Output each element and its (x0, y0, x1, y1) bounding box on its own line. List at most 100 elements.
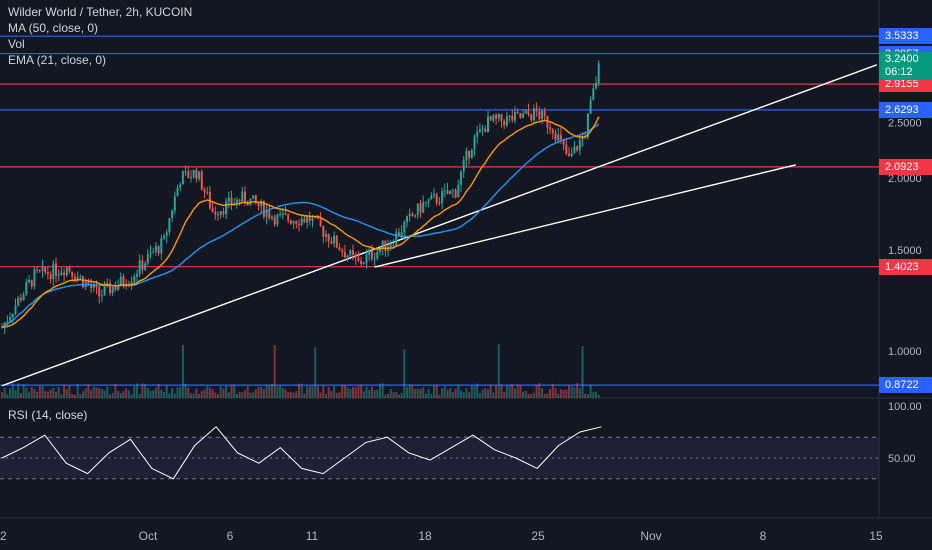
candle-body (484, 128, 487, 133)
volume-bar (478, 393, 481, 398)
volume-bar (554, 388, 557, 398)
candle-body (198, 171, 201, 179)
candle-body (325, 234, 327, 237)
candle-body (11, 313, 14, 318)
candle-body (52, 263, 55, 280)
candle-body (314, 216, 317, 218)
volume-bar (268, 385, 271, 398)
volume-bar (241, 392, 244, 398)
rsi-tick-label: 100.00 (888, 401, 922, 413)
ema-indicator-label[interactable]: EMA (21, close, 0) (8, 53, 107, 67)
volume-bar (522, 391, 525, 398)
volume-bar (384, 394, 387, 398)
volume-bar (165, 385, 168, 398)
volume-bar (136, 383, 138, 398)
candle-body (136, 274, 138, 277)
volume-bar (82, 391, 84, 398)
volume-bar (379, 383, 381, 398)
volume-bar (262, 388, 265, 398)
ema-line (1, 116, 600, 329)
candle-body (514, 111, 516, 121)
candle-body (408, 213, 411, 217)
date-tick-label: Oct (139, 529, 158, 543)
volume-bar (138, 393, 141, 398)
volume-bar (470, 385, 473, 398)
candle-body (541, 110, 543, 119)
volume-bar (130, 394, 133, 398)
volume-bar (187, 387, 190, 398)
candle-body (92, 284, 95, 288)
volume-bar (352, 386, 354, 398)
candle-body (403, 222, 406, 233)
volume-bar (109, 394, 111, 398)
volume-bar (595, 391, 597, 398)
volume-bar (578, 388, 581, 398)
candle-body (262, 201, 265, 218)
candle-body (389, 244, 392, 247)
volume-bar (392, 392, 395, 398)
candle-body (406, 216, 408, 223)
candle-body (354, 254, 357, 258)
volume-bar (257, 386, 260, 398)
volume-bar (503, 391, 506, 398)
candle-body (208, 191, 211, 209)
candle-body (289, 220, 292, 224)
volume-bar (373, 390, 376, 398)
candle-body (87, 281, 90, 286)
volume-bar (562, 390, 565, 398)
candle-body (157, 246, 160, 254)
volume-bar (433, 385, 435, 398)
volume-bar (208, 387, 211, 398)
price-tick-label: 1.5000 (888, 245, 922, 257)
candle-body (368, 250, 371, 255)
candle-body (511, 115, 514, 121)
volume-bar (244, 390, 246, 398)
volume-bar (65, 389, 68, 398)
candle-body (190, 177, 192, 179)
volume-bar (435, 384, 438, 398)
candle-body (557, 134, 560, 141)
volume-bar (411, 384, 414, 398)
candle-body (195, 169, 198, 179)
volume-bar (335, 392, 338, 398)
candle-body (203, 189, 206, 193)
volume-bar (376, 389, 379, 398)
candle-body (476, 131, 479, 137)
ma-line (1, 123, 600, 328)
volume-bar (368, 389, 371, 398)
candle-body (211, 208, 214, 213)
candle-body (122, 276, 125, 285)
volume-bar (314, 347, 317, 398)
vol-indicator-label[interactable]: Vol (8, 37, 25, 51)
candle-body (71, 271, 74, 277)
candle-body (395, 232, 398, 246)
volume-bar (111, 392, 114, 398)
volume-bar (100, 388, 103, 398)
symbol-title[interactable]: Wilder World / Tether, 2h, KUCOIN (8, 5, 193, 19)
ma-indicator-label[interactable]: MA (50, close, 0) (8, 21, 99, 35)
volume-bar (489, 385, 492, 398)
candle-body (1, 327, 3, 329)
volume-bar (171, 388, 174, 398)
volume-bar (271, 383, 273, 398)
volume-bar (457, 384, 460, 398)
volume-bar (570, 386, 573, 398)
candle-body (219, 211, 222, 216)
candle-body (171, 210, 174, 219)
volume-bar (141, 383, 144, 398)
candle-body (565, 144, 568, 154)
volume-bar (17, 383, 20, 398)
volume-bar (519, 385, 522, 398)
volume-bar (532, 392, 535, 398)
candle-body (100, 295, 103, 297)
candle-body (460, 171, 462, 185)
candle-body (60, 272, 63, 275)
volume-bar (60, 394, 63, 398)
current-price-value: 3.2400 (885, 52, 919, 65)
candle-body (76, 276, 79, 280)
volume-bar (146, 387, 149, 398)
candle-body (330, 241, 333, 244)
rsi-indicator-label[interactable]: RSI (14, close) (8, 408, 88, 422)
volume-bar (117, 390, 120, 398)
